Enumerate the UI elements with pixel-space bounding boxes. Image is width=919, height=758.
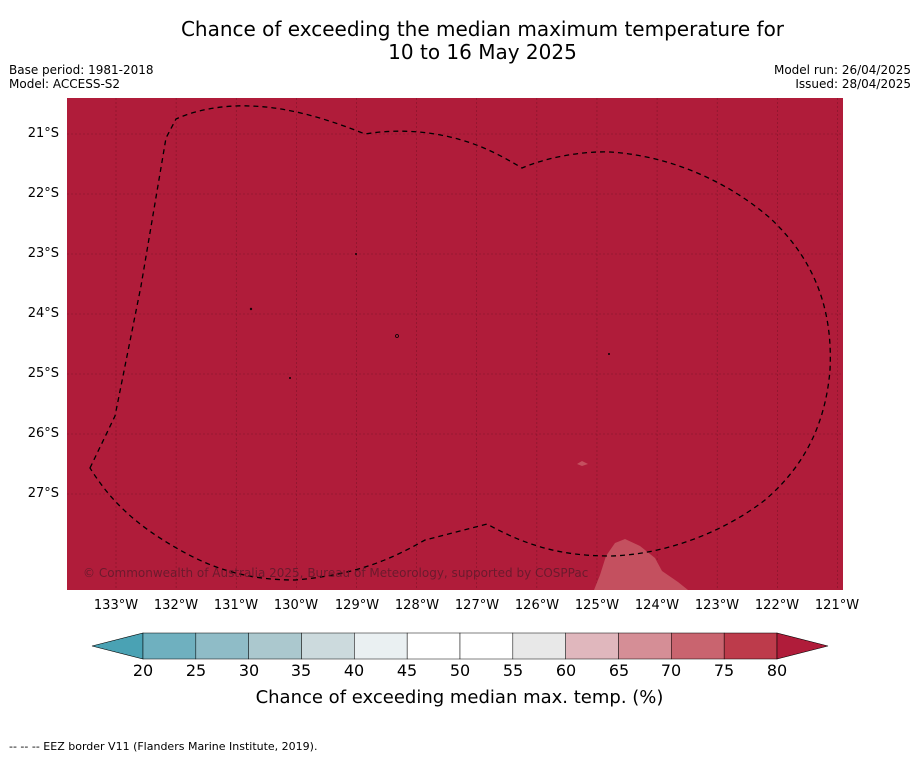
colorbar-segment (406, 632, 461, 660)
colorbar-tick-label: 50 (449, 661, 471, 680)
issued-date: Issued: 28/04/2025 (795, 77, 911, 91)
title-line-2: 10 to 16 May 2025 (388, 40, 577, 64)
colorbar-tick-label: 70 (660, 661, 682, 680)
colorbar-tick-label: 20 (132, 661, 154, 680)
lon-label: 122°W (754, 598, 800, 613)
colorbar-label: Chance of exceeding median max. temp. (%… (255, 687, 664, 708)
lat-label: 24°S (27, 306, 59, 321)
colorbar-segment (565, 632, 619, 660)
lon-label: 121°W (814, 598, 860, 613)
colorbar-segment (248, 632, 302, 660)
colorbar-tick-label: 25 (185, 661, 207, 680)
lat-label: 25°S (27, 366, 59, 381)
colorbar-segment (301, 632, 355, 660)
colorbar-segments (142, 632, 778, 660)
lon-label: 133°W (93, 598, 139, 613)
meta-right: Model run: 26/04/2025 Issued: 28/04/2025 (774, 63, 911, 91)
lat-label: 21°S (27, 126, 59, 141)
colorbar-tick-label: 60 (555, 661, 577, 680)
copyright-notice: © Commonwealth of Australia 2025, Bureau… (83, 566, 589, 580)
colorbar-segment (618, 632, 672, 660)
colorbar-tick-label: 75 (713, 661, 735, 680)
island-marker (395, 334, 399, 338)
colorbar-tick-label: 55 (502, 661, 524, 680)
island-marker (354, 252, 357, 255)
lon-label: 126°W (514, 598, 560, 613)
lon-label: 124°W (634, 598, 680, 613)
light-patch (594, 539, 688, 590)
chart-title: Chance of exceeding the median maximum t… (0, 18, 919, 64)
island-marker (249, 307, 253, 311)
colorbar-tick-label: 35 (290, 661, 312, 680)
island-marker (608, 352, 611, 355)
colorbar-segment (512, 632, 566, 660)
island-markers (249, 252, 611, 379)
lon-label: 129°W (334, 598, 380, 613)
model-name: Model: ACCESS-S2 (9, 77, 121, 91)
colorbar-tick-label: 80 (766, 661, 788, 680)
colorbar-tick-label: 40 (343, 661, 365, 680)
map-gridlines (67, 98, 843, 590)
lon-label: 130°W (273, 598, 319, 613)
model-run: Model run: 26/04/2025 (773, 63, 911, 77)
lat-label: 23°S (27, 246, 59, 261)
lon-label: 132°W (153, 598, 199, 613)
small-light-spot (577, 461, 588, 466)
colorbar-segment (671, 632, 725, 660)
colorbar-tick-label: 30 (238, 661, 260, 680)
island-marker (288, 376, 291, 379)
colorbar-min-arrow (91, 632, 144, 660)
eez-border (89, 105, 831, 581)
colorbar-segment (354, 632, 408, 660)
lat-label: 27°S (27, 486, 59, 501)
colorbar-segment (142, 632, 197, 660)
colorbar-segment (459, 632, 514, 660)
lon-label: 125°W (574, 598, 620, 613)
lon-label: 123°W (694, 598, 740, 613)
colorbar-tick-label: 65 (608, 661, 630, 680)
title-line-1: Chance of exceeding the median maximum t… (180, 17, 785, 41)
lat-label: 22°S (27, 186, 59, 201)
lon-label: 127°W (454, 598, 500, 613)
eez-footnote: -- -- -- EEZ border V11 (Flanders Marine… (9, 740, 318, 753)
lat-label: 26°S (27, 426, 59, 441)
colorbar-segment (195, 632, 249, 660)
lon-label: 128°W (394, 598, 440, 613)
colorbar-segment (723, 632, 778, 660)
meta-left: Base period: 1981-2018 Model: ACCESS-S2 (9, 63, 154, 91)
base-period: Base period: 1981-2018 (9, 63, 154, 77)
lon-label: 131°W (213, 598, 259, 613)
colorbar-max-arrow (776, 632, 829, 660)
colorbar-tick-label: 45 (396, 661, 418, 680)
